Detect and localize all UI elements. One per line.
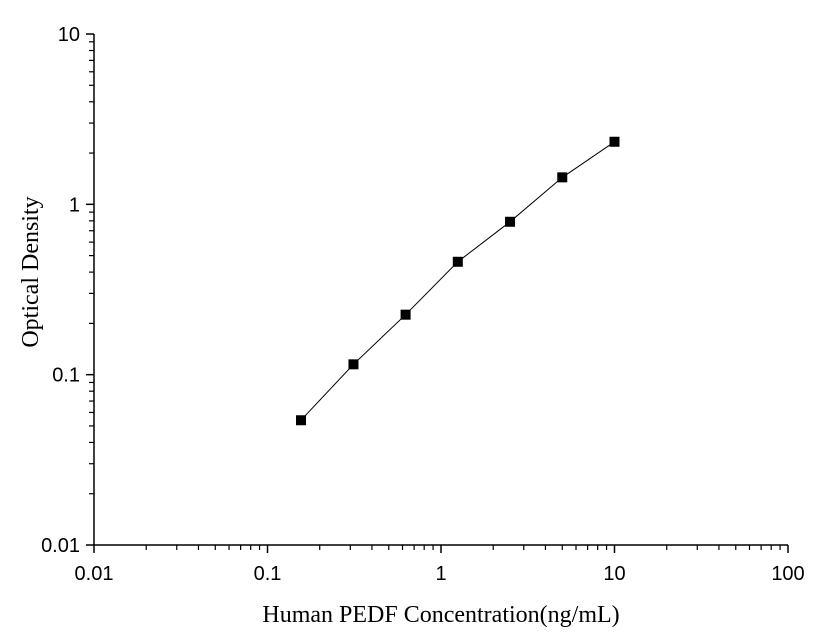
data-point [348, 359, 359, 370]
series-line [300, 141, 615, 421]
data-point [609, 136, 620, 147]
x-axis-title: Human PEDF Concentration(ng/mL) [262, 602, 619, 628]
axes [93, 34, 788, 546]
y-tick-label: 1 [69, 194, 80, 216]
data-point [400, 309, 411, 320]
data-point [296, 415, 307, 426]
y-axis-title: Optical Density [18, 196, 44, 347]
data-point [557, 172, 568, 183]
data-point [505, 216, 516, 227]
x-tick-label: 1 [435, 563, 446, 585]
y-tick-label: 0.1 [52, 365, 80, 387]
tick-marks [86, 33, 789, 553]
x-tick-label: 10 [603, 563, 625, 585]
x-tick-label: 0.01 [75, 563, 114, 585]
data-point [452, 256, 463, 267]
tick-labels: 0.01 0.1 1 10 100 0.01 0.1 1 10 [41, 24, 805, 585]
y-tick-label: 10 [58, 24, 80, 46]
x-tick-label: 100 [771, 563, 804, 585]
x-tick-label: 0.1 [254, 563, 282, 585]
y-tick-label: 0.01 [41, 535, 80, 557]
plot-area [296, 136, 620, 426]
